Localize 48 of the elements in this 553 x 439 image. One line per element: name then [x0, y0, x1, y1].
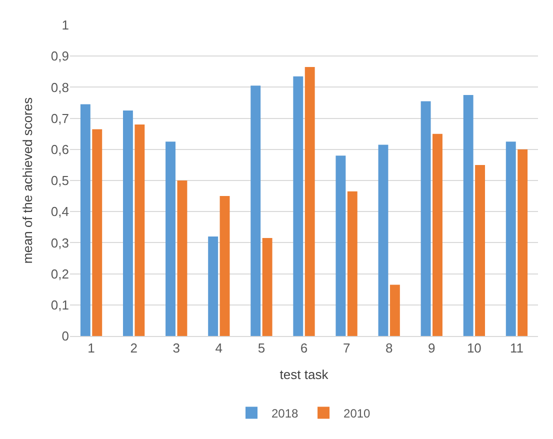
x-tick-label: 11: [510, 340, 524, 356]
x-tick-label: 7: [342, 340, 350, 356]
bar: [92, 129, 102, 336]
y-tick-label: 0,1: [50, 297, 69, 312]
legend-label: 2018: [272, 406, 299, 420]
x-tick-label: 4: [215, 340, 223, 356]
bar: [336, 156, 346, 336]
bar: [475, 164, 485, 336]
y-tick-label: 0,6: [50, 142, 69, 157]
y-tick-label: 0,5: [50, 173, 69, 188]
x-tick-label: 2: [130, 340, 138, 356]
bar: [390, 284, 400, 336]
bar: [378, 144, 388, 336]
x-tick-label: 3: [172, 340, 180, 356]
bar: [518, 149, 528, 336]
y-tick-label: 0,2: [50, 266, 69, 282]
y-tick-label: 0,9: [50, 48, 69, 64]
bar: [166, 142, 176, 336]
bar: [80, 104, 90, 336]
bar: [293, 76, 304, 336]
bar: [304, 66, 315, 336]
x-tick-label: 10: [466, 340, 482, 356]
x-tick-label: 6: [300, 340, 308, 356]
bar: [506, 142, 516, 336]
bar: [208, 236, 218, 336]
bar: [262, 238, 272, 336]
bar: [463, 94, 474, 336]
y-tick-label: 0,7: [50, 110, 69, 126]
legend-label: 2010: [344, 406, 371, 420]
bar: [134, 124, 145, 336]
x-tick-label: 5: [258, 340, 266, 356]
x-tick-label: 8: [385, 340, 393, 356]
bar: [177, 180, 188, 336]
bar: [420, 101, 431, 336]
bar: [432, 134, 442, 336]
x-axis-title: test task: [280, 367, 329, 382]
y-tick-label: 0,4: [50, 204, 69, 220]
bar: [123, 110, 133, 336]
bar: [250, 86, 261, 336]
x-tick-label: 1: [88, 340, 95, 356]
y-tick-label: 0,8: [50, 80, 69, 95]
bar: [220, 196, 230, 336]
y-tick-label: 0,3: [50, 235, 69, 250]
y-tick-label: 0: [62, 328, 69, 344]
y-tick-label: 1: [62, 18, 69, 33]
bar: [347, 191, 358, 336]
x-tick-label: 9: [428, 340, 436, 356]
y-axis-title: mean of the achieved scores: [20, 96, 35, 264]
